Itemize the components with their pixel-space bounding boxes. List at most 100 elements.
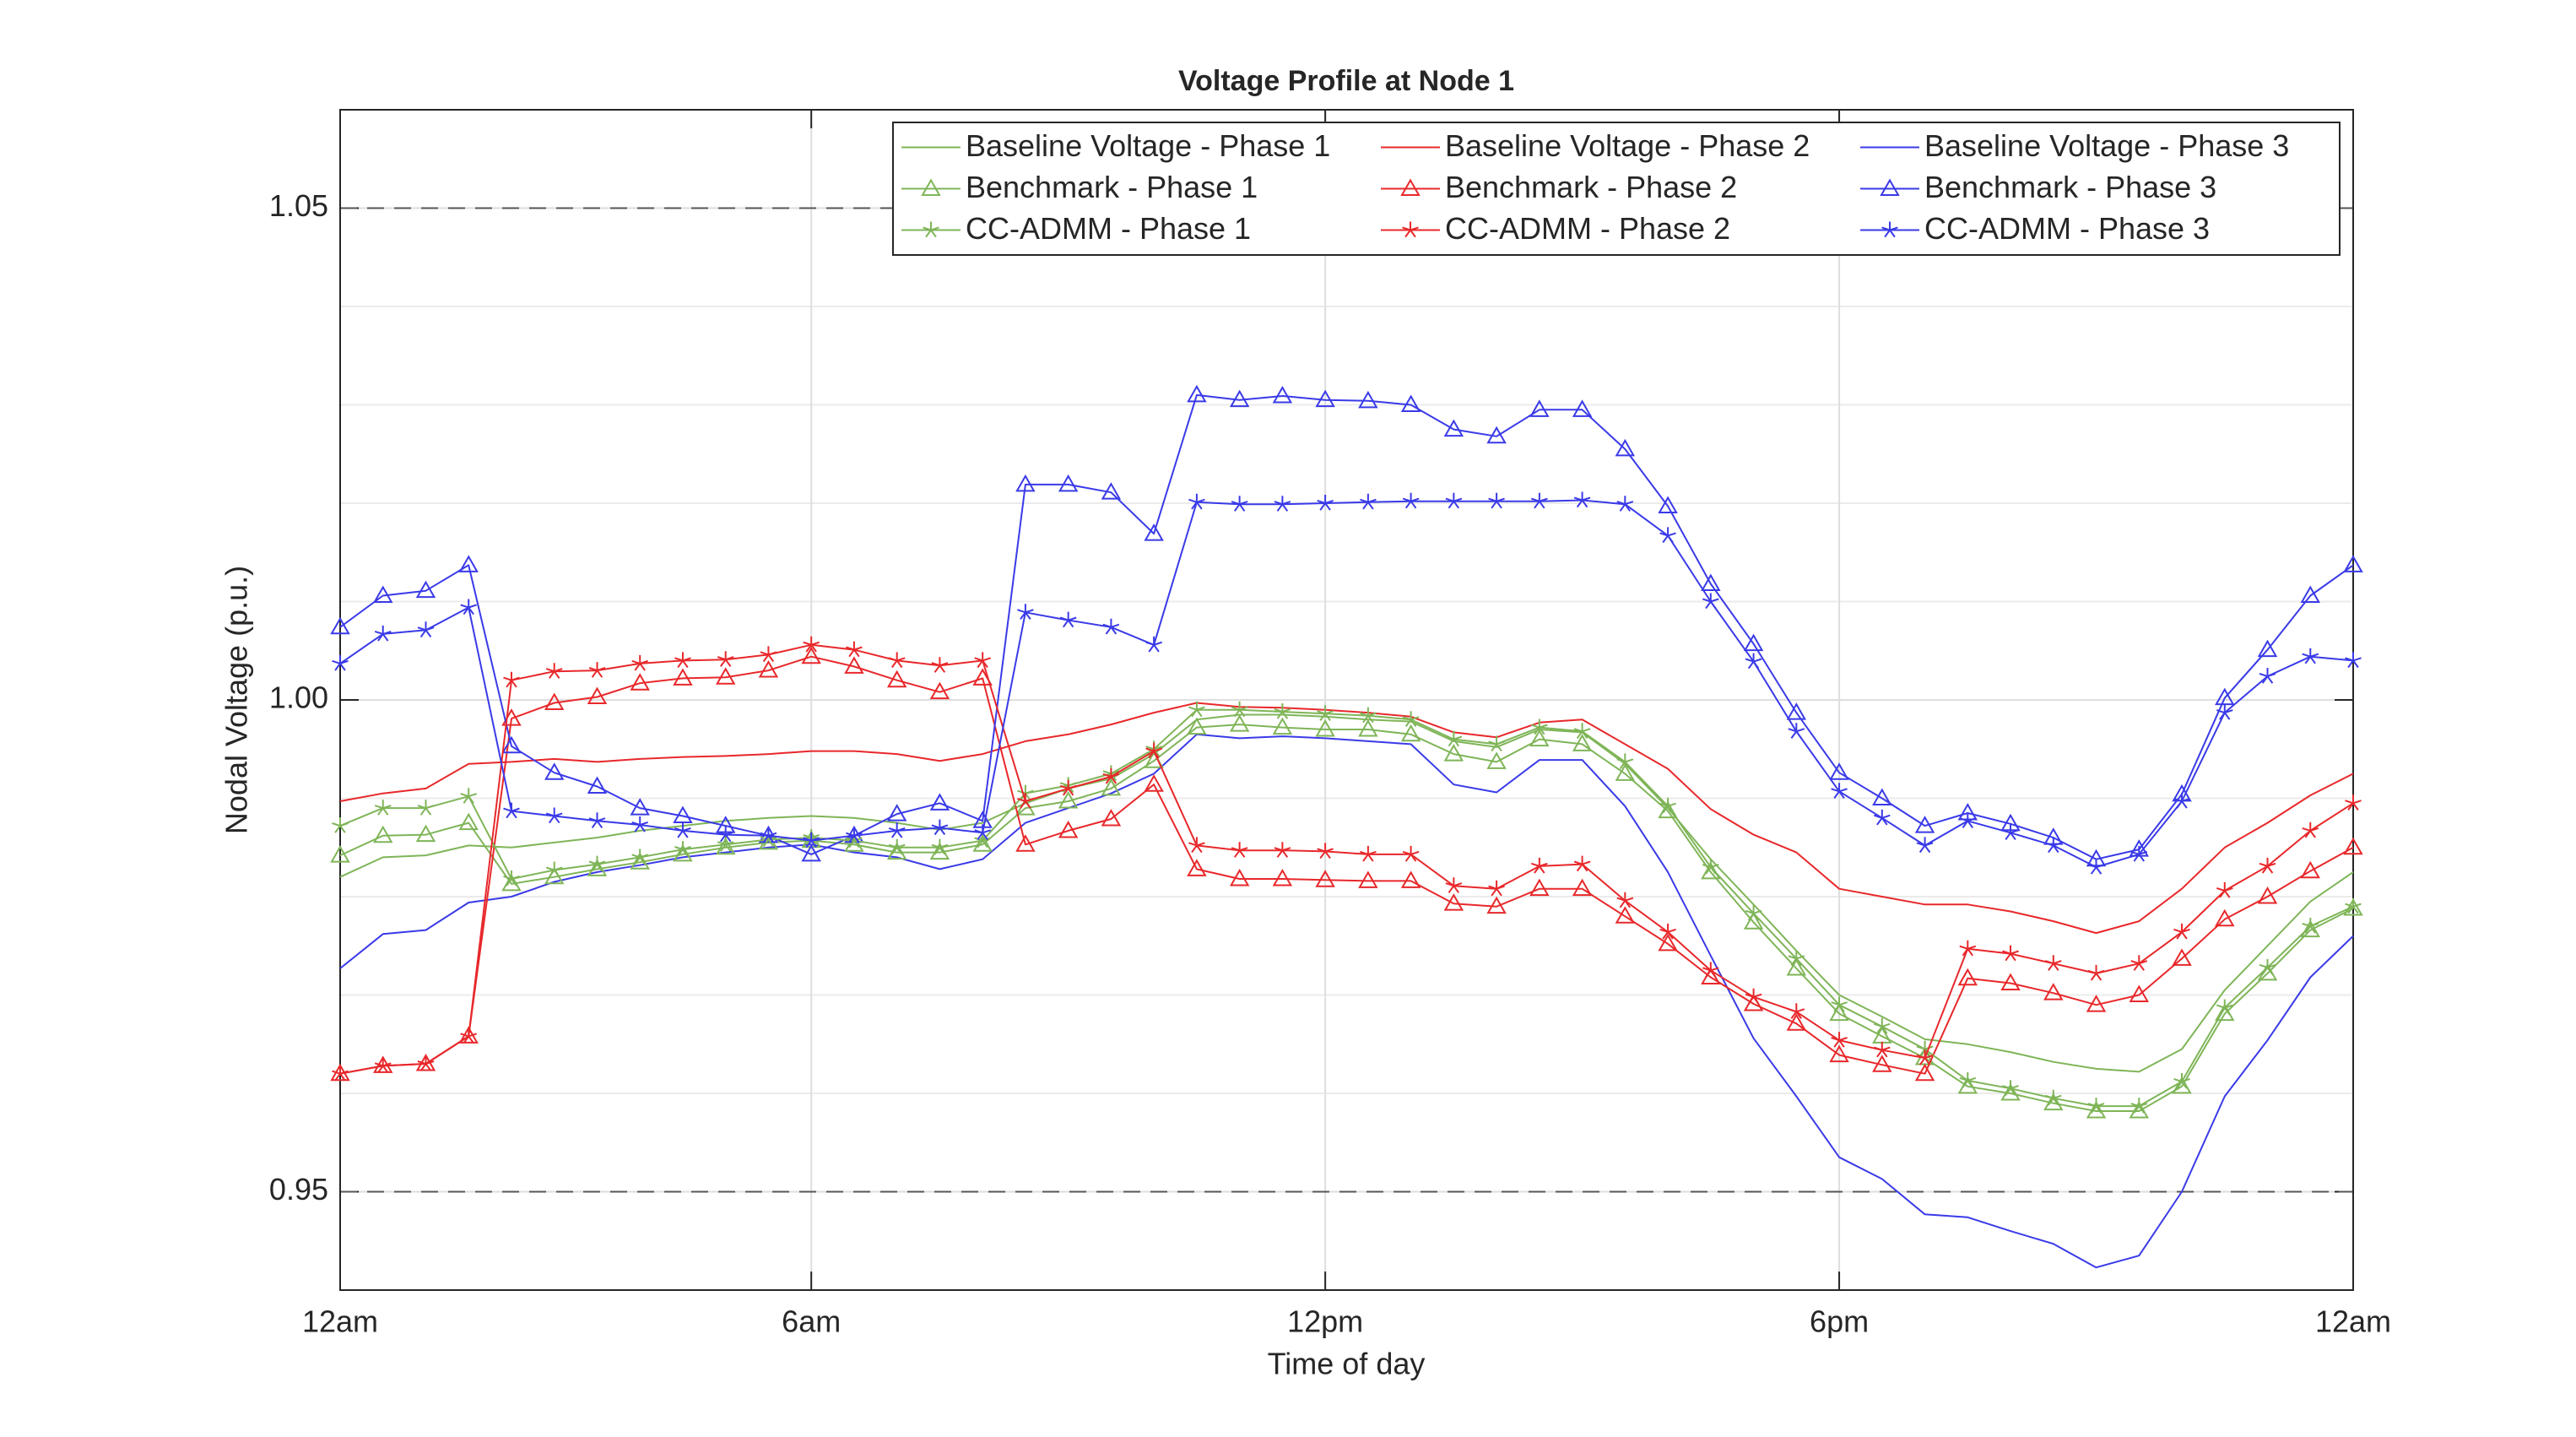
star-marker xyxy=(2302,917,2319,934)
star-marker xyxy=(417,621,435,637)
triangle-marker xyxy=(844,656,864,674)
triangle-marker xyxy=(2043,983,2064,1000)
star-marker xyxy=(1573,855,1591,872)
triangle-marker xyxy=(1658,496,1678,513)
triangle-marker xyxy=(1101,482,1122,500)
triangle-marker xyxy=(501,873,522,892)
triangle-marker xyxy=(1615,906,1636,924)
triangle-marker xyxy=(1872,788,1892,805)
star-marker xyxy=(374,625,392,642)
triangle-marker xyxy=(373,585,393,604)
star-marker xyxy=(2044,1089,2062,1106)
triangle-marker xyxy=(1101,778,1122,796)
triangle-marker xyxy=(1529,399,1550,417)
triangle-marker xyxy=(1443,893,1464,911)
star-marker xyxy=(2216,704,2233,720)
triangle-marker xyxy=(1486,426,1507,444)
triangle-marker xyxy=(630,673,650,691)
triangle-marker xyxy=(587,859,608,876)
triangle-marker xyxy=(1743,912,1764,930)
triangle-marker xyxy=(2300,585,2320,604)
triangle-marker xyxy=(886,842,907,860)
star-marker xyxy=(1488,735,1505,752)
triangle-marker xyxy=(1786,702,1807,720)
y-tick-label: 1.05 xyxy=(269,188,328,223)
triangle-marker xyxy=(673,668,693,686)
star-marker xyxy=(931,657,949,673)
star-marker xyxy=(674,652,691,669)
star-marker xyxy=(846,641,863,658)
star-marker xyxy=(1445,877,1463,893)
star-marker xyxy=(1360,493,1377,510)
triangle-marker xyxy=(1229,714,1250,732)
triangle-marker xyxy=(458,555,479,572)
star-marker xyxy=(2216,881,2233,898)
star-marker xyxy=(1873,809,1891,826)
legend-label: CC-ADMM - Phase 1 xyxy=(966,211,1251,246)
star-marker xyxy=(717,836,734,852)
star-marker xyxy=(1488,880,1505,897)
triangle-marker xyxy=(330,616,350,635)
star-marker xyxy=(1659,797,1676,814)
x-tick-label: 12am xyxy=(302,1304,378,1339)
triangle-marker xyxy=(1101,808,1122,827)
triangle-marker xyxy=(2343,837,2363,855)
triangle-marker xyxy=(1615,763,1636,781)
triangle-marker xyxy=(1786,1013,1807,1031)
triangle-marker xyxy=(1015,474,1036,492)
star-marker xyxy=(1360,707,1377,724)
star-marker xyxy=(2173,1072,2190,1089)
star-marker xyxy=(2002,824,2019,840)
star-marker xyxy=(1702,858,1719,875)
triangle-marker xyxy=(1701,573,1721,592)
star-marker xyxy=(1702,593,1719,610)
triangle-marker xyxy=(2215,908,2235,927)
legend: Baseline Voltage - Phase 1 Baseline Volta… xyxy=(892,122,2341,256)
triangle-marker xyxy=(1015,834,1036,852)
star-marker xyxy=(2173,923,2190,940)
star-marker xyxy=(1231,842,1248,858)
triangle-marker xyxy=(844,834,864,852)
star-marker xyxy=(760,646,777,663)
star-marker xyxy=(2044,955,2062,971)
triangle-marker xyxy=(715,837,736,855)
triangle-marker xyxy=(2129,984,2150,1002)
star-marker xyxy=(631,816,649,832)
series-line xyxy=(339,499,2354,868)
triangle-marker xyxy=(929,793,950,811)
triangle-marker xyxy=(972,834,993,852)
star-marker xyxy=(1573,723,1591,739)
triangle-marker xyxy=(2257,639,2278,658)
star-marker xyxy=(974,652,992,669)
legend-label: Benchmark - Phase 1 xyxy=(966,170,1258,204)
series-line xyxy=(339,643,2354,1075)
chart-title: Voltage Profile at Node 1 xyxy=(1178,65,1514,97)
legend-label: Benchmark - Phase 2 xyxy=(1445,170,1737,204)
triangle-marker xyxy=(330,845,350,863)
triangle-marker xyxy=(1914,816,1935,833)
star-marker xyxy=(332,1065,349,1082)
star-marker xyxy=(1530,718,1548,735)
star-marker xyxy=(1188,493,1205,510)
triangle-marker xyxy=(373,825,393,843)
star-marker xyxy=(2345,897,2362,914)
triangle-marker xyxy=(1358,718,1378,737)
triangle-marker xyxy=(1829,1003,1849,1022)
star-marker xyxy=(1488,492,1505,509)
triangle-marker xyxy=(1187,859,1207,876)
star-marker xyxy=(1402,221,1419,238)
star-marker xyxy=(1231,701,1248,718)
star-marker xyxy=(1017,784,1034,801)
star-marker xyxy=(1445,730,1463,747)
star-marker xyxy=(1059,611,1077,628)
star-marker xyxy=(503,870,520,887)
y-axis-label: Nodal Voltage (p.u.) xyxy=(219,566,254,834)
triangle-marker xyxy=(1658,800,1678,819)
star-marker xyxy=(2302,648,2319,664)
star-marker xyxy=(631,849,649,865)
star-marker xyxy=(1831,996,1848,1012)
star-marker xyxy=(2216,999,2233,1016)
series-line xyxy=(339,713,2354,1073)
triangle-marker xyxy=(1058,820,1079,838)
